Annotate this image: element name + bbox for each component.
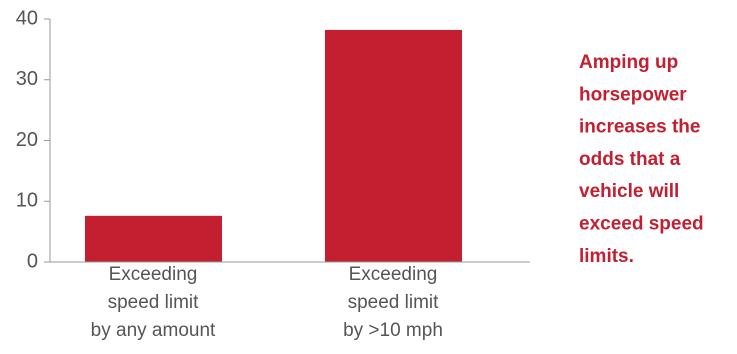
annotation-line: exceed speed (579, 214, 704, 235)
annotation-line: Amping up (579, 52, 678, 73)
annotation-line: increases the (579, 117, 700, 138)
y-tick-label: 20 (16, 129, 38, 151)
bar (85, 215, 222, 262)
x-tick-label: by any amount (91, 320, 216, 341)
x-tick-label: Exceeding (109, 264, 198, 285)
annotation-line: vehicle will (579, 181, 679, 202)
x-tick-label: by >10 mph (343, 320, 443, 341)
x-tick-label: Exceeding (349, 264, 438, 285)
y-tick-label: 10 (16, 190, 38, 212)
y-tick-label: 30 (16, 68, 38, 90)
y-tick-label: 40 (16, 7, 38, 29)
x-tick-label: speed limit (348, 292, 440, 313)
annotation-line: odds that a (579, 149, 681, 170)
annotation-line: limits. (579, 246, 634, 267)
y-tick-label: 0 (27, 250, 38, 272)
bar (325, 29, 462, 263)
annotation-line: horsepower (579, 84, 687, 105)
x-tick-label: speed limit (108, 292, 200, 313)
